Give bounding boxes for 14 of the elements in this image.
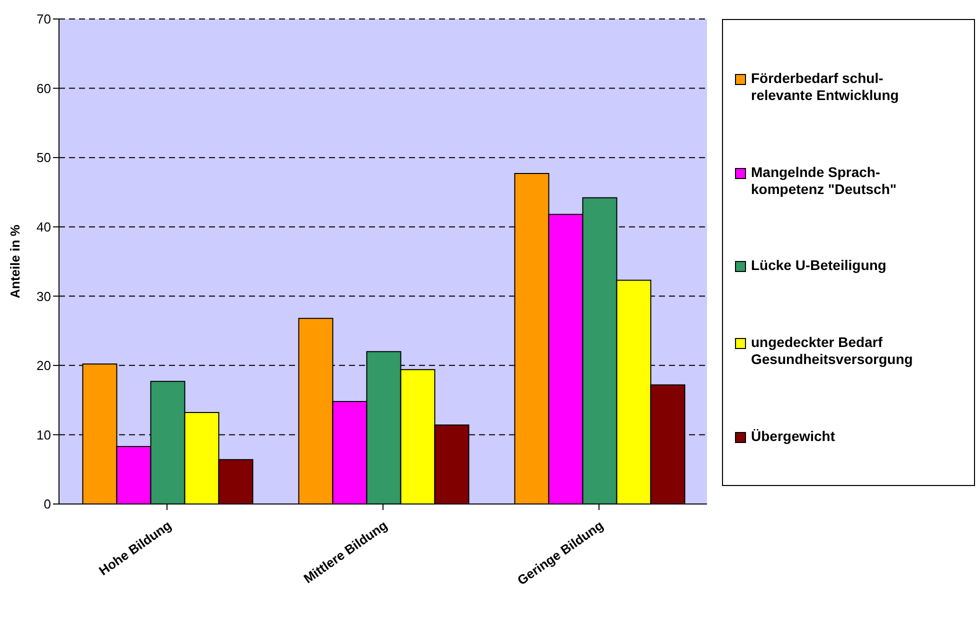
legend-label: Übergewicht xyxy=(751,428,836,446)
y-tick-label: 50 xyxy=(36,150,51,166)
y-tick-label: 10 xyxy=(36,427,51,442)
y-tick-label: 20 xyxy=(36,358,51,374)
legend-label: ungedeckter Bedarf Gesundheitsversorgung xyxy=(751,334,913,368)
y-tick-label: 60 xyxy=(36,80,51,96)
y-tick-label: 30 xyxy=(36,288,51,304)
legend-label: Lücke U-Beteiligung xyxy=(751,257,886,274)
y-tick-label: 70 xyxy=(36,12,51,27)
y-tick-label: 0 xyxy=(44,496,51,512)
y-tick-label: 40 xyxy=(36,219,51,234)
y-axis-title: Anteile in % xyxy=(8,224,23,298)
legend-label: Förderbedarf schul- relevante Entwicklung xyxy=(751,70,899,104)
legend-label: Mangelnde Sprach- kompetenz "Deutsch" xyxy=(751,164,897,198)
